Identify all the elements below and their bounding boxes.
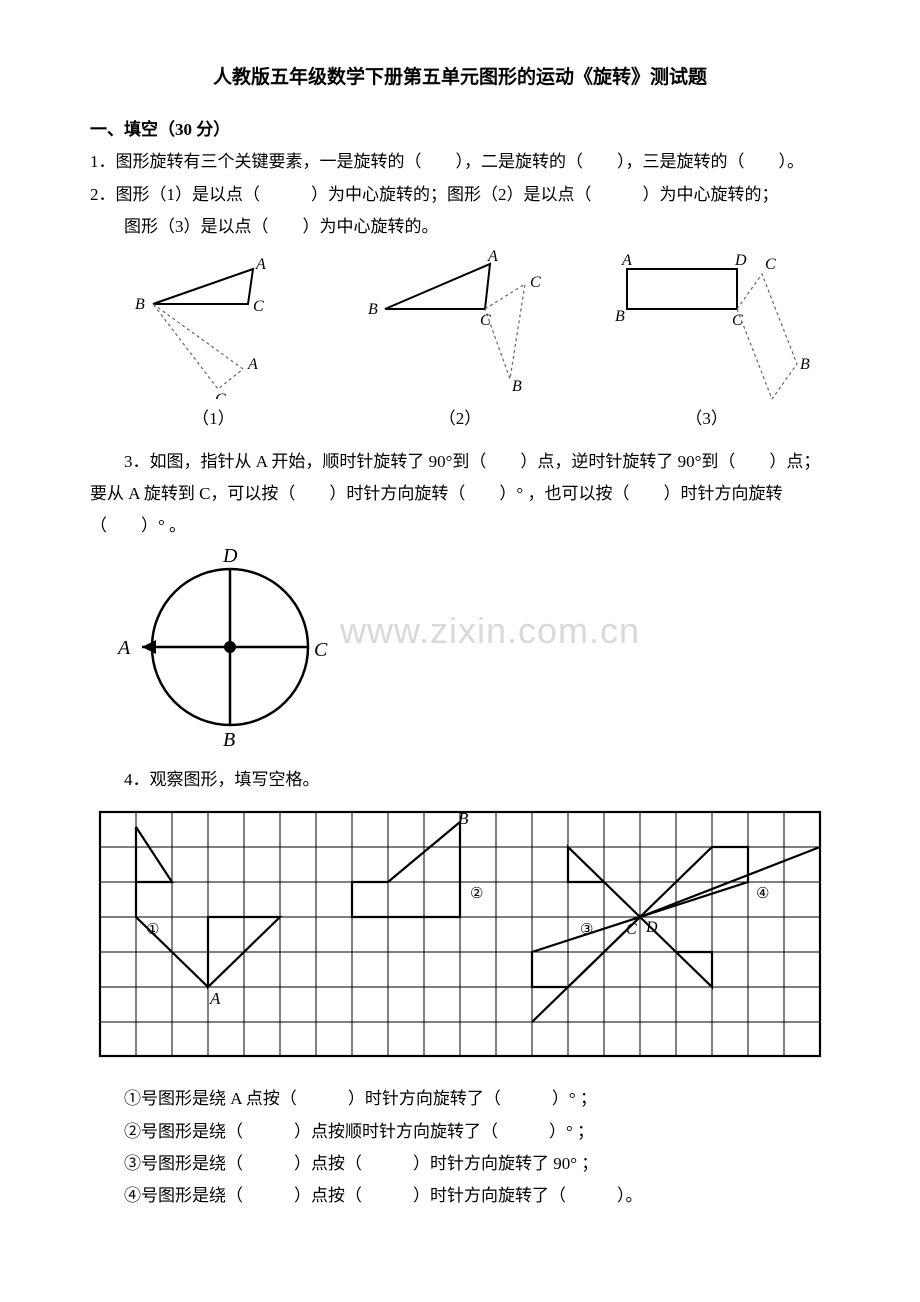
svg-text:B: B (512, 378, 522, 395)
question-1: 1．图形旋转有三个关键要素，一是旋转的（ ），二是旋转的（ ），三是旋转的（ ）… (90, 146, 830, 178)
svg-text:D: D (734, 252, 747, 269)
svg-text:A: A (621, 252, 632, 269)
figure-3: A D B C C B （3） (583, 249, 830, 435)
svg-text:A: A (116, 637, 131, 659)
svg-text:B: B (135, 296, 145, 313)
svg-text:C: C (215, 391, 226, 399)
figure-2: A B C C B （2） (337, 249, 584, 435)
svg-text:A: A (487, 249, 498, 265)
svg-text:C: C (253, 298, 264, 315)
section-label: 一、填空（30 分） (90, 120, 230, 139)
page: 人教版五年级数学下册第五单元图形的运动《旋转》测试题 一、填空（30 分） 1．… (0, 0, 920, 1273)
page-title: 人教版五年级数学下册第五单元图形的运动《旋转》测试题 (90, 60, 830, 96)
grid-figure: ① A B ② ③ ④ (90, 802, 830, 1073)
figure-3-caption: （3） (685, 403, 728, 435)
svg-text:C: C (480, 312, 491, 329)
watermark-text: www.zixin.com.cn (340, 597, 640, 665)
figure-2-caption: （2） (439, 403, 482, 435)
svg-text:C: C (626, 921, 637, 938)
question-3-line1: 3．如图，指针从 A 开始，顺时针旋转了 90°到（ ）点，逆时针旋转了 90°… (90, 446, 830, 478)
circle-figure: D A C B (90, 542, 350, 752)
figure-1-caption: （1） (192, 403, 235, 435)
svg-text:A: A (255, 256, 266, 273)
svg-text:③: ③ (580, 922, 593, 938)
svg-text:D: D (645, 919, 658, 936)
question-4-3: ③号图形是绕（ ）点按（ ）时针方向旋转了 90° ； (90, 1148, 830, 1180)
question-2-line2: 图形（3）是以点（ ）为中心旋转的。 (90, 211, 830, 243)
question-4-4: ④号图形是绕（ ）点按（ ）时针方向旋转了（ ）。 (90, 1180, 830, 1212)
svg-text:C: C (732, 312, 743, 329)
svg-text:D: D (222, 545, 238, 567)
figure-row-1: A B C A C （1） A B C C B （2） (90, 249, 830, 435)
svg-text:A: A (247, 356, 258, 373)
svg-text:④: ④ (756, 886, 769, 902)
figure-1: A B C A C （1） (90, 249, 337, 435)
svg-text:②: ② (470, 886, 483, 902)
question-4-1: ①号图形是绕 A 点按（ ）时针方向旋转了（ ）° ； (90, 1083, 830, 1115)
svg-text:①: ① (146, 922, 159, 938)
svg-text:B: B (458, 809, 469, 828)
svg-text:A: A (209, 989, 221, 1008)
svg-text:B: B (615, 308, 625, 325)
svg-text:B: B (800, 356, 810, 373)
svg-text:C: C (314, 639, 328, 661)
svg-text:C: C (765, 256, 776, 273)
svg-text:C: C (530, 274, 541, 291)
question-2-line1: 2．图形（1）是以点（ ）为中心旋转的；图形（2）是以点（ ）为中心旋转的； (90, 179, 830, 211)
question-4: 4．观察图形，填写空格。 (90, 764, 830, 796)
figure-circle-wrap: www.zixin.com.cn D A C B (90, 542, 830, 763)
section-heading: 一、填空（30 分） (90, 114, 830, 146)
question-4-2: ②号图形是绕（ ）点按顺时针方向旋转了（ ）° ； (90, 1116, 830, 1148)
svg-text:B: B (223, 729, 235, 751)
question-3-line2: 要从 A 旋转到 C，可以按（ ）时针方向旋转（ ）° ，也可以按（ ）时针方向… (90, 478, 830, 543)
svg-text:B: B (368, 301, 378, 318)
